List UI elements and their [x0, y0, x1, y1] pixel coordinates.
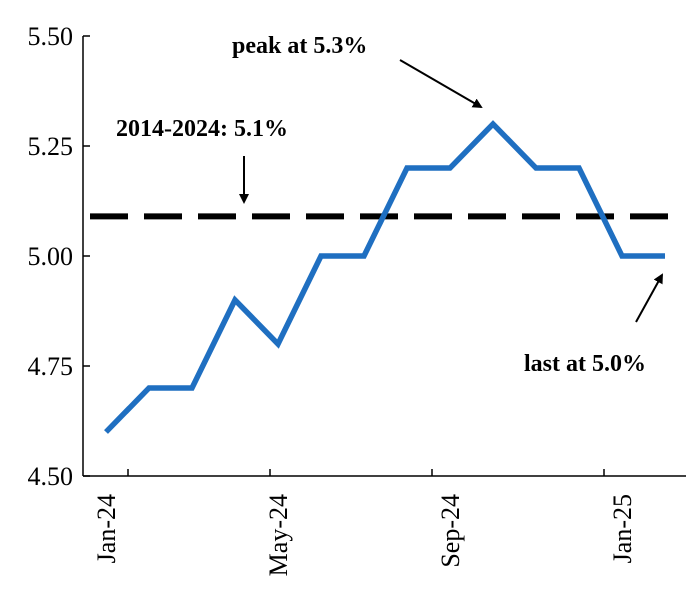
axes: 4.50 4.75 5.00 5.25 5.50 Jan-24 May-24 Sep-24 Ja… — [28, 22, 686, 576]
annotation-reference: 2014-2024: 5.1% — [116, 116, 288, 142]
annotations: peak at 5.3% 2014-2024: 5.1% last at 5.0… — [116, 33, 663, 377]
x-tick-label: May-24 — [264, 494, 293, 576]
y-tick-label: 5.25 — [28, 132, 74, 161]
y-tick-label: 4.75 — [28, 352, 74, 381]
annotation-last: last at 5.0% — [524, 351, 646, 377]
x-tick-label: Jan-25 — [608, 494, 637, 563]
x-tick-label: Sep-24 — [436, 494, 465, 568]
annotation-peak: peak at 5.3% — [232, 33, 367, 59]
annotation-last-arrow — [635, 273, 663, 323]
series-line — [104, 120, 665, 434]
annotation-peak-arrow — [399, 59, 483, 109]
y-tick-label: 5.50 — [28, 22, 74, 51]
x-tick-label: Jan-24 — [92, 494, 121, 563]
y-tick-label: 5.00 — [28, 242, 74, 271]
series-group — [104, 120, 666, 434]
y-tick-label: 4.50 — [28, 462, 74, 491]
